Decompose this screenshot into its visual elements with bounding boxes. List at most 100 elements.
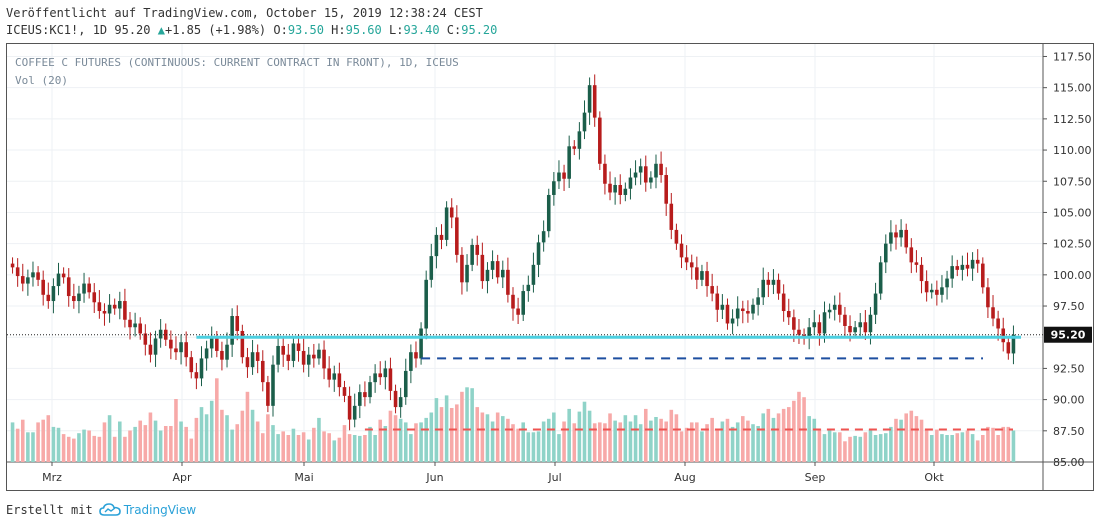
candle-body (138, 323, 143, 334)
volume-bar (996, 435, 1000, 462)
volume-bar (592, 423, 597, 462)
candle-body (41, 279, 45, 295)
candle-body (654, 163, 658, 178)
candle-body (950, 266, 954, 279)
volume-bar (444, 395, 449, 462)
candle-body (97, 302, 102, 312)
volume-bar (679, 431, 684, 462)
volume-bar (327, 433, 331, 462)
volume-bar (873, 435, 878, 462)
candle-body (899, 229, 903, 238)
volume-bar (970, 434, 975, 462)
candle-body (710, 286, 714, 294)
candle-body (730, 318, 735, 324)
volume-bar (761, 413, 766, 462)
candle-body (863, 322, 868, 333)
candle-body (398, 397, 403, 408)
candle-body (960, 264, 965, 270)
candle-body (965, 264, 970, 269)
volume-bar (776, 413, 781, 462)
volume-bar (169, 426, 173, 462)
volume-bar (373, 435, 377, 462)
candle-body (245, 357, 250, 368)
candle-body (419, 328, 423, 359)
candle-body (286, 354, 291, 361)
candlestick-chart[interactable]: 95.20 117.50 115.00 112.50 110.00 107.50 105.0… (7, 44, 1093, 490)
low-label: L: (388, 23, 404, 37)
high-label: H: (331, 23, 346, 37)
volume-bar (72, 438, 76, 462)
chart-frame[interactable]: 95.20 117.50 115.00 112.50 110.00 107.50 105.0… (6, 43, 1094, 491)
candle-body (924, 281, 929, 293)
volume-bar (485, 414, 490, 462)
volume-bar (138, 420, 143, 462)
candle-body (403, 370, 408, 398)
candle-body (741, 308, 745, 312)
candle-body (848, 325, 852, 333)
volume-bar (654, 417, 658, 462)
candle-body (393, 390, 398, 408)
x-tick-label: Jul (547, 471, 561, 484)
candle-body (409, 352, 413, 371)
volume-bar (843, 441, 847, 462)
open-label: O: (273, 23, 288, 37)
candle-body (638, 166, 643, 173)
volume-bar (638, 424, 643, 462)
y-tick-label: 97.50 (1053, 300, 1085, 313)
candle-body (536, 242, 541, 265)
tradingview-logo[interactable]: TradingView (98, 503, 196, 517)
volume-bar (306, 439, 311, 462)
y-tick-label: 110.00 (1053, 144, 1092, 157)
volume-bar (332, 440, 337, 462)
candle-body (521, 291, 526, 315)
candle-body (312, 354, 316, 359)
volume-bar (112, 436, 117, 462)
volume-bar (495, 412, 500, 462)
volume-bar (235, 424, 240, 462)
candle-body (250, 352, 255, 368)
candle-body (240, 330, 245, 358)
candle-body (577, 131, 582, 149)
volume-bar (919, 419, 924, 462)
volume-bar (245, 391, 250, 462)
volume-bar (429, 412, 434, 462)
volume-bar (853, 435, 857, 462)
candle-body (61, 273, 66, 278)
candle-body (909, 247, 914, 263)
volume-bar (807, 416, 811, 462)
volume-bar (827, 428, 832, 462)
y-tick-label: 87.50 (1053, 425, 1085, 438)
candle-body (414, 352, 418, 359)
candle-body (480, 254, 485, 282)
candle-body (940, 287, 944, 295)
volume-bar (260, 433, 265, 462)
candle-body (255, 352, 260, 361)
volume-bar (940, 434, 944, 462)
volume-bar (863, 432, 868, 462)
candle-body (603, 163, 607, 184)
candle-body (664, 175, 668, 204)
volume-bar (312, 427, 316, 462)
candle-body (204, 348, 209, 359)
candle-body (388, 368, 393, 391)
candle-body (786, 311, 791, 318)
y-tick-label: 92.50 (1053, 362, 1085, 375)
candle-body (1001, 328, 1006, 343)
change-value: +1.85 (+1.98%) (164, 23, 267, 37)
y-tick-label: 117.50 (1053, 50, 1092, 63)
candle-body (618, 184, 623, 195)
volume-bar (368, 426, 372, 462)
volume-bar (286, 435, 291, 462)
volume-bar (352, 435, 357, 462)
high-value: 95.60 (345, 23, 382, 37)
candle-body (684, 257, 689, 263)
volume-bar (715, 429, 720, 462)
volume-bar (500, 416, 505, 462)
candle-body (230, 316, 234, 345)
volume-bar (46, 415, 51, 462)
candle-body (102, 311, 107, 314)
candle-body (107, 304, 112, 314)
candle-body (66, 277, 71, 297)
volume-bar (613, 420, 617, 462)
volume-bar (250, 409, 255, 462)
